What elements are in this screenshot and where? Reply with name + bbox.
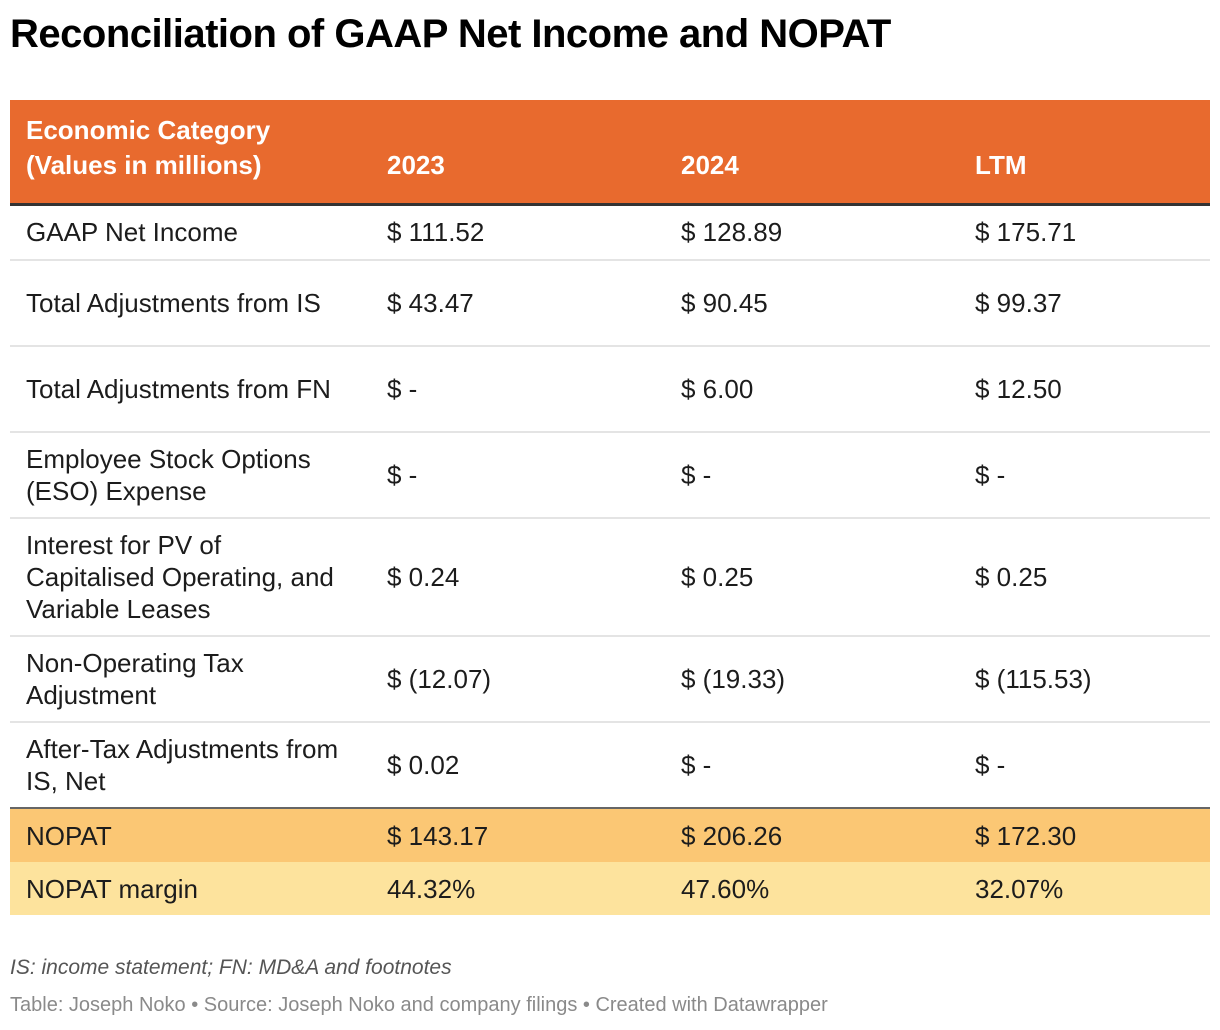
table-row: GAAP Net Income $ 111.52 $ 128.89 $ 175.71	[10, 204, 1210, 261]
value-2023: $ 43.47	[371, 260, 665, 347]
value-ltm: $ 99.37	[959, 260, 1210, 347]
table-row: Non-Operating Tax Adjustment $ (12.07) $ (…	[10, 636, 1210, 723]
table-row: Employee Stock Options (ESO) Expense $ - $…	[10, 432, 1210, 519]
table-body: GAAP Net Income $ 111.52 $ 128.89 $ 175.71 T…	[10, 204, 1210, 915]
value-2024: $ -	[665, 432, 959, 519]
table-header-row: Economic Category (Values in millions) 202…	[10, 100, 1210, 206]
header-2024: 2024	[665, 100, 959, 206]
value-2024: 47.60%	[681, 873, 770, 904]
row-label: NOPAT	[26, 820, 112, 851]
value-2024: $ 128.89	[665, 204, 959, 261]
row-label: NOPAT margin	[26, 873, 198, 904]
value-ltm: $ 12.50	[959, 346, 1210, 433]
value-2023: $ (12.07)	[371, 636, 665, 723]
table-row: After-Tax Adjustments from IS, Net $ 0.02…	[10, 722, 1210, 809]
value-ltm: $ 175.71	[959, 204, 1210, 261]
nopat-margin-row: NOPAT margin 44.32% 47.60% 32.07%	[10, 862, 1210, 915]
row-label: GAAP Net Income	[10, 204, 371, 261]
value-2024: $ 0.25	[665, 518, 959, 637]
row-label: Non-Operating Tax Adjustment	[10, 636, 371, 723]
value-2023: $ 0.24	[371, 518, 665, 637]
value-ltm: 32.07%	[975, 873, 1064, 904]
reconciliation-table: Economic Category (Values in millions) 202…	[10, 100, 1210, 915]
chart-title: Reconciliation of GAAP Net Income and NO…	[10, 12, 891, 56]
value-ltm: $ (115.53)	[959, 636, 1210, 723]
row-label: Interest for PV of Capitalised Operating…	[10, 518, 371, 637]
table-row: Interest for PV of Capitalised Operating…	[10, 518, 1210, 637]
value-2024: $ -	[665, 722, 959, 809]
value-ltm: $ -	[959, 722, 1210, 809]
footnote: IS: income statement; FN: MD&A and footn…	[10, 956, 452, 979]
value-2023: 44.32%	[387, 873, 476, 904]
table-row: Total Adjustments from FN $ - $ 6.00 $ 12.5…	[10, 346, 1210, 433]
value-2024: $ 90.45	[665, 260, 959, 347]
value-2023: $ 143.17	[387, 820, 489, 851]
row-label: Employee Stock Options (ESO) Expense	[10, 432, 371, 519]
header-category: Economic Category (Values in millions)	[10, 100, 371, 206]
value-2024: $ (19.33)	[665, 636, 959, 723]
value-2023: $ 0.02	[371, 722, 665, 809]
value-ltm: $ 0.25	[959, 518, 1210, 637]
value-2023: $ 111.52	[371, 204, 665, 261]
value-2024: $ 206.26	[681, 820, 783, 851]
value-ltm: $ 172.30	[975, 820, 1077, 851]
value-ltm: $ -	[959, 432, 1210, 519]
nopat-row: NOPAT $ 143.17 $ 206.26 $ 172.30	[10, 808, 1210, 862]
table-row: Total Adjustments from IS $ 43.47 $ 90.45 $…	[10, 260, 1210, 347]
row-label: Total Adjustments from IS	[10, 260, 371, 347]
header-2023: 2023	[371, 100, 665, 206]
row-label: After-Tax Adjustments from IS, Net	[10, 722, 371, 809]
row-label: Total Adjustments from FN	[10, 346, 371, 433]
value-2023: $ -	[371, 346, 665, 433]
value-2023: $ -	[371, 432, 665, 519]
header-ltm: LTM	[959, 100, 1210, 206]
value-2024: $ 6.00	[665, 346, 959, 433]
source-credit: Table: Joseph Noko • Source: Joseph Noko…	[10, 994, 828, 1016]
